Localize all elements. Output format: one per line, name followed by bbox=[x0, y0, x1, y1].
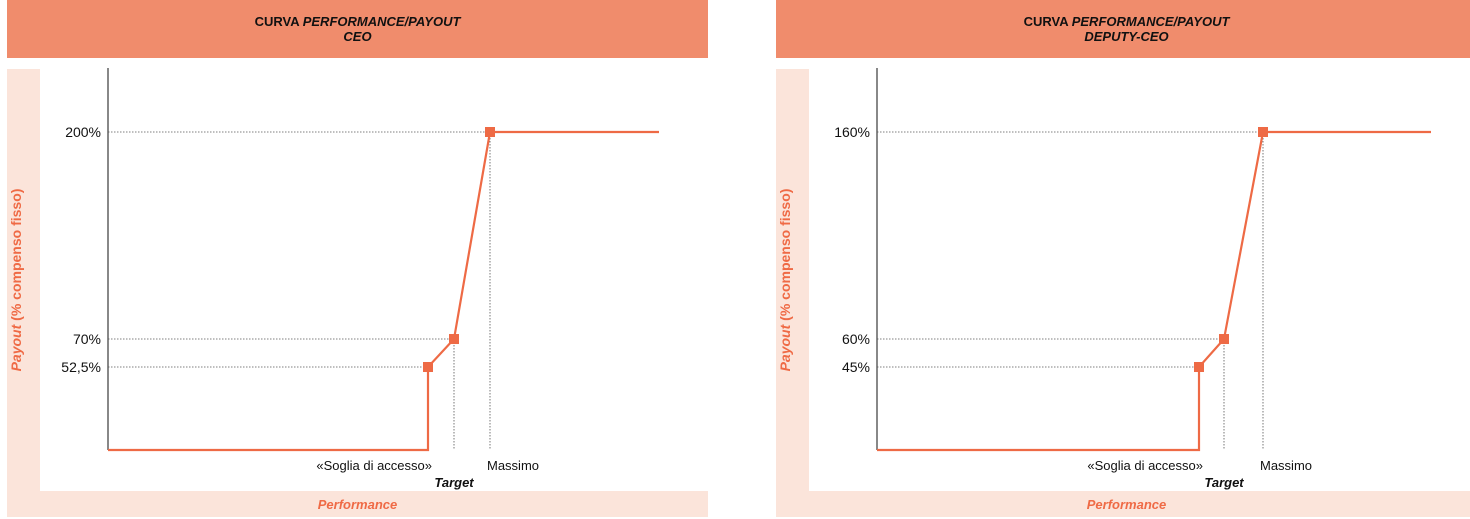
chart-plot: 200% 70% 52,5% «Soglia di accesso»Target Mas… bbox=[61, 68, 659, 490]
x-label-threshold: «Soglia di accesso» bbox=[316, 458, 432, 473]
x-label-maximum: Massimo bbox=[487, 458, 539, 473]
y-tick-label: 160% bbox=[834, 124, 870, 140]
chart-title-prefix: CURVA bbox=[1023, 14, 1072, 29]
series-line bbox=[877, 130, 1431, 452]
series-point bbox=[423, 362, 433, 373]
x-axis-title: Performance bbox=[7, 491, 708, 517]
series-point bbox=[449, 334, 459, 345]
chart-title: CURVA PERFORMANCE/PAYOUT CEO bbox=[7, 0, 708, 58]
x-label-target: Target bbox=[434, 475, 474, 490]
y-tick-label: 45% bbox=[842, 359, 870, 375]
series-line bbox=[108, 130, 659, 452]
chart-title-main: PERFORMANCE/PAYOUT bbox=[302, 14, 461, 29]
chart-title-subject: CEO bbox=[343, 29, 372, 44]
chart-panel-deputy-ceo: CURVA PERFORMANCE/PAYOUT DEPUTY-CEO Perf… bbox=[776, 0, 1470, 517]
y-tick-label: 70% bbox=[73, 331, 101, 347]
series-point bbox=[485, 127, 495, 137]
series-point bbox=[1219, 334, 1229, 345]
series-point bbox=[1194, 362, 1204, 373]
x-axis-title: Performance bbox=[776, 491, 1470, 517]
chart-title-subject: DEPUTY-CEO bbox=[1084, 29, 1169, 44]
x-label-threshold: «Soglia di accesso» bbox=[1087, 458, 1203, 473]
y-axis-band bbox=[776, 69, 809, 491]
y-tick-label: 52,5% bbox=[61, 359, 101, 375]
chart-panel-ceo: CURVA PERFORMANCE/PAYOUT CEO Performance… bbox=[7, 0, 708, 517]
chart-title-prefix: CURVA bbox=[254, 14, 303, 29]
x-label-target: Target bbox=[1204, 475, 1244, 490]
x-label-maximum: Massimo bbox=[1260, 458, 1312, 473]
chart-title: CURVA PERFORMANCE/PAYOUT DEPUTY-CEO bbox=[776, 0, 1470, 58]
y-tick-label: 200% bbox=[65, 124, 101, 140]
y-axis-band bbox=[7, 69, 40, 491]
chart-plot: 160% 60% 45% «Soglia di accesso»Target Massi… bbox=[834, 68, 1431, 490]
chart-title-main: PERFORMANCE/PAYOUT bbox=[1071, 14, 1230, 29]
series-point bbox=[1258, 127, 1268, 137]
y-tick-label: 60% bbox=[842, 331, 870, 347]
